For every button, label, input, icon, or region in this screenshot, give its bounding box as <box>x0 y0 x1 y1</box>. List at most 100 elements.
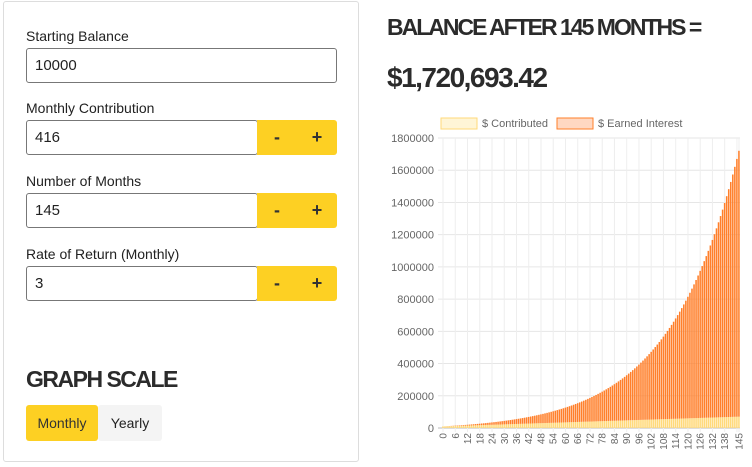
bar-contributed <box>703 417 706 428</box>
bar-earned-interest <box>507 420 510 425</box>
bar-contributed <box>719 417 722 428</box>
x-tick-label: 78 <box>598 433 609 445</box>
rate-of-return-input[interactable]: 3 <box>26 266 258 301</box>
bar-earned-interest <box>558 409 561 423</box>
bar-earned-interest <box>621 378 624 421</box>
bar-contributed <box>674 418 677 428</box>
bar-contributed <box>497 424 499 428</box>
bar-earned-interest <box>601 391 603 422</box>
decrement-button[interactable]: - <box>274 127 280 147</box>
bar-contributed <box>519 423 522 428</box>
bar-contributed <box>538 423 540 428</box>
bar-earned-interest <box>676 315 679 419</box>
bar-earned-interest <box>544 413 546 424</box>
bar-contributed <box>615 420 618 428</box>
bar-earned-interest <box>552 411 554 423</box>
bar-contributed <box>695 418 697 428</box>
bar-earned-interest <box>732 174 734 417</box>
bar-contributed <box>587 421 589 428</box>
bar-contributed <box>676 418 679 428</box>
bar-earned-interest <box>546 412 548 423</box>
bar-earned-interest <box>576 403 579 422</box>
bar-earned-interest <box>693 284 695 419</box>
bar-contributed <box>513 424 516 428</box>
bar-contributed <box>578 421 581 428</box>
bar-contributed <box>456 425 459 428</box>
decrement-button[interactable]: - <box>274 200 280 220</box>
bar-earned-interest <box>723 203 726 418</box>
bar-earned-interest <box>564 407 567 423</box>
bar-earned-interest <box>517 418 520 424</box>
bar-contributed <box>503 424 505 428</box>
starting-balance-input[interactable]: 10000 <box>26 48 337 83</box>
bar-contributed <box>709 417 712 428</box>
bar-contributed <box>729 416 732 428</box>
bar-contributed <box>509 424 512 428</box>
monthly-contribution-input[interactable]: 416 <box>26 120 258 155</box>
bar-earned-interest <box>695 280 697 419</box>
bar-earned-interest <box>703 261 706 418</box>
y-tick-label: 0 <box>428 423 434 435</box>
bar-contributed <box>556 422 559 428</box>
x-tick-label: 120 <box>683 433 694 450</box>
bar-contributed <box>527 423 530 428</box>
legend-label-contributed: $ Contributed <box>482 118 548 130</box>
bar-earned-interest <box>529 416 532 424</box>
number-of-months-input[interactable]: 145 <box>26 193 258 228</box>
scale-monthly-button[interactable]: Monthly <box>26 405 98 441</box>
bar-contributed <box>603 421 605 428</box>
bar-earned-interest <box>634 368 636 421</box>
increment-button[interactable]: + <box>311 127 323 147</box>
bar-earned-interest <box>691 288 693 419</box>
bar-earned-interest <box>489 422 491 425</box>
bar-contributed <box>644 419 646 428</box>
bar-contributed <box>583 421 585 428</box>
bar-contributed <box>619 420 622 428</box>
bar-contributed <box>711 417 714 428</box>
bar-contributed <box>652 419 654 428</box>
bar-earned-interest <box>532 416 534 424</box>
bar-contributed <box>662 419 665 428</box>
bar-earned-interest <box>670 324 673 419</box>
bar-earned-interest <box>515 419 518 424</box>
bar-contributed <box>595 421 597 428</box>
bar-earned-interest <box>609 386 612 421</box>
bar-contributed <box>717 417 720 428</box>
bar-contributed <box>560 422 563 428</box>
x-tick-label: 48 <box>536 433 547 445</box>
bar-contributed <box>495 424 497 428</box>
scale-yearly-button[interactable]: Yearly <box>98 405 162 441</box>
bar-contributed <box>623 420 626 428</box>
bar-earned-interest <box>593 395 595 422</box>
x-tick-label: 42 <box>524 433 535 445</box>
increment-button[interactable]: + <box>311 273 323 293</box>
bar-earned-interest <box>505 420 508 425</box>
increment-button[interactable]: + <box>311 200 323 220</box>
x-tick-label: 132 <box>708 433 719 450</box>
bar-contributed <box>660 419 663 428</box>
bar-contributed <box>721 417 724 428</box>
x-tick-label: 114 <box>671 433 682 449</box>
bar-contributed <box>648 419 650 428</box>
bar-contributed <box>683 418 685 428</box>
bar-contributed <box>713 417 716 428</box>
bar-earned-interest <box>689 292 691 419</box>
bar-earned-interest <box>499 421 501 425</box>
bar-contributed <box>544 423 546 428</box>
decrement-button[interactable]: - <box>274 273 280 293</box>
rate-of-return-stepper: - + <box>257 266 337 301</box>
bar-earned-interest <box>717 222 720 418</box>
bar-contributed <box>532 423 534 428</box>
bar-contributed <box>678 418 681 428</box>
bar-earned-interest <box>554 410 557 423</box>
bar-contributed <box>691 418 693 428</box>
bar-contributed <box>460 425 463 428</box>
bar-earned-interest <box>542 413 544 424</box>
bar-earned-interest <box>721 209 724 418</box>
bar-contributed <box>505 424 508 428</box>
bar-contributed <box>511 424 514 428</box>
bar-earned-interest <box>629 371 632 421</box>
y-tick-label: 1600000 <box>391 165 434 177</box>
x-tick-label: 36 <box>512 433 523 445</box>
legend-label-interest: $ Earned Interest <box>598 118 682 130</box>
